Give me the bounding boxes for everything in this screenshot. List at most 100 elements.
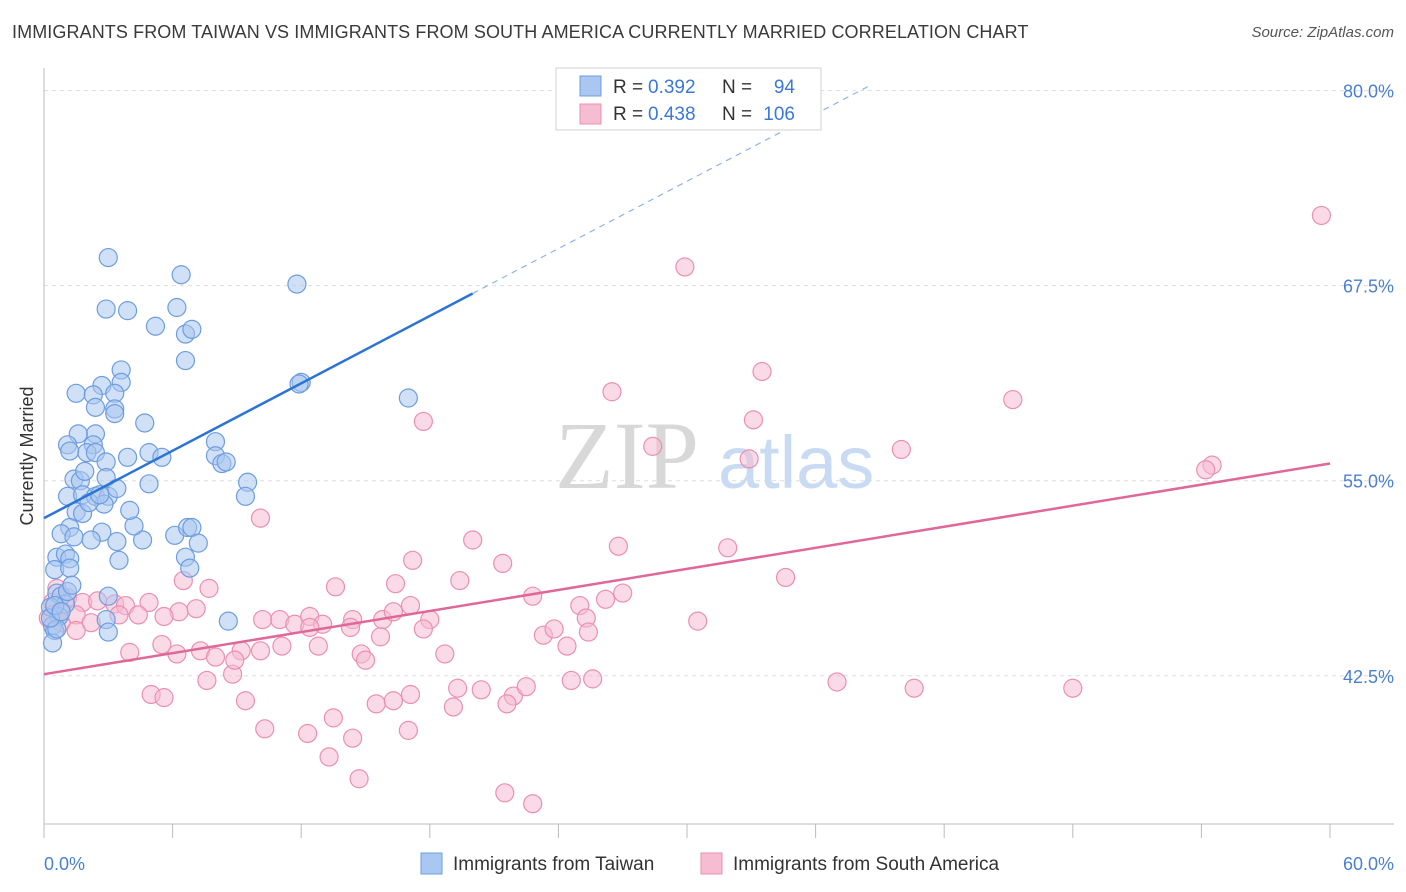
point-south-america: [298, 723, 318, 744]
stats-r-value-south-america: 0.438: [648, 104, 696, 125]
point-taiwan: [81, 530, 101, 550]
point-south-america: [205, 647, 226, 667]
point-taiwan: [216, 452, 236, 472]
point-south-america: [450, 570, 470, 591]
point-south-america: [608, 536, 629, 556]
point-south-america: [323, 708, 343, 728]
grid-lines: [44, 90, 1394, 677]
y-tick-label: 67.5%: [1343, 277, 1394, 297]
point-south-america: [403, 550, 423, 570]
stats-n-value-taiwan: 94: [774, 77, 796, 98]
point-taiwan: [117, 447, 138, 467]
trend-extension-taiwan: [472, 85, 870, 294]
point-south-america: [1003, 389, 1023, 410]
point-south-america: [493, 553, 513, 574]
point-south-america: [199, 578, 219, 598]
point-taiwan: [51, 602, 71, 622]
point-south-america: [253, 609, 273, 630]
point-taiwan: [132, 530, 153, 550]
point-south-america: [557, 636, 577, 656]
point-south-america: [688, 611, 708, 631]
point-south-america: [370, 627, 391, 647]
point-south-america: [400, 684, 421, 705]
point-south-america: [325, 577, 346, 597]
point-south-america: [718, 538, 738, 558]
point-taiwan: [60, 558, 80, 578]
point-taiwan: [64, 527, 84, 547]
point-south-america: [463, 530, 483, 550]
point-south-america: [471, 680, 491, 700]
point-taiwan: [175, 350, 196, 371]
point-south-america: [578, 622, 599, 642]
point-south-america: [544, 619, 564, 639]
y-tick-label: 42.5%: [1343, 667, 1394, 687]
point-taiwan: [105, 404, 125, 424]
point-south-america: [413, 411, 433, 432]
point-taiwan: [98, 247, 118, 268]
point-south-america: [1063, 678, 1083, 698]
legend-swatch-taiwan: [420, 852, 443, 875]
point-taiwan: [98, 586, 118, 606]
trend-line-south-america: [43, 462, 1331, 676]
point-south-america: [443, 697, 463, 717]
point-south-america: [255, 719, 275, 739]
point-taiwan: [66, 383, 86, 403]
point-taiwan: [398, 388, 418, 408]
point-taiwan: [85, 397, 106, 417]
series-south-america-points: [38, 205, 1332, 814]
point-south-america: [154, 606, 174, 627]
point-south-america: [400, 595, 421, 616]
point-south-america: [139, 592, 159, 613]
point-south-america: [583, 669, 603, 689]
point-south-america: [743, 410, 764, 430]
trend-line-taiwan: [43, 292, 474, 520]
point-south-america: [152, 634, 172, 655]
point-taiwan: [62, 575, 82, 595]
point-taiwan: [182, 319, 202, 339]
point-taiwan: [107, 531, 127, 552]
legend-label-south-america: Immigrants from South America: [733, 854, 1000, 875]
point-south-america: [128, 605, 148, 625]
point-south-america: [675, 257, 695, 277]
chart-title: IMMIGRANTS FROM TAIWAN VS IMMIGRANTS FRO…: [12, 22, 1029, 42]
point-taiwan: [171, 265, 191, 285]
point-south-america: [272, 636, 292, 656]
stats-swatch-taiwan: [579, 75, 602, 97]
point-south-america: [1311, 205, 1332, 226]
point-south-america: [595, 589, 616, 609]
point-south-america: [643, 436, 663, 456]
point-south-america: [1196, 460, 1216, 480]
point-south-america: [602, 382, 622, 402]
point-taiwan: [145, 316, 166, 336]
y-tick-labels: 42.5% 55.0% 67.5% 80.0%: [1343, 82, 1394, 687]
legend-swatch-south-america: [700, 852, 723, 875]
point-south-america: [235, 691, 256, 711]
stats-n-value-south-america: 106: [763, 104, 795, 125]
point-taiwan: [109, 550, 129, 570]
point-south-america: [355, 650, 376, 670]
point-south-america: [904, 678, 924, 698]
point-taiwan: [139, 474, 159, 494]
point-south-america: [225, 650, 245, 670]
point-south-america: [383, 691, 403, 711]
y-tick-label: 55.0%: [1343, 472, 1394, 492]
point-south-america: [448, 678, 468, 698]
point-south-america: [891, 439, 911, 460]
point-south-america: [613, 583, 633, 603]
stats-r-label-south-america: R =: [613, 104, 643, 125]
point-south-america: [300, 617, 320, 637]
watermark-zip: ZIP: [555, 402, 699, 509]
point-south-america: [319, 747, 339, 767]
point-taiwan: [135, 413, 155, 433]
point-south-america: [775, 567, 796, 588]
point-taiwan: [180, 558, 200, 578]
point-south-america: [413, 619, 433, 639]
watermark: ZIP atlas: [555, 402, 874, 509]
point-south-america: [66, 620, 86, 641]
point-taiwan: [287, 274, 307, 294]
series-taiwan-points: [40, 247, 418, 653]
stats-swatch-south-america: [579, 103, 602, 125]
point-south-america: [250, 508, 271, 528]
axes: [43, 68, 1394, 838]
